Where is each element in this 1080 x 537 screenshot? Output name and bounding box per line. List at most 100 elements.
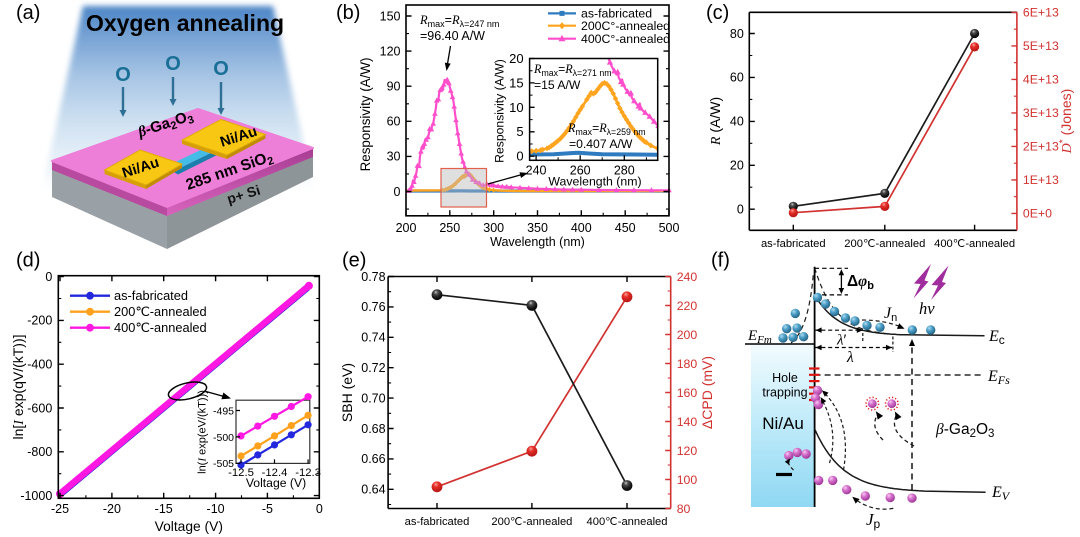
svg-text:0: 0 [45, 270, 52, 284]
svg-text:(e): (e) [342, 250, 366, 272]
svg-text:260: 260 [570, 164, 591, 178]
svg-text:160: 160 [677, 386, 698, 400]
svg-text:Rmax=Rλ=271 nm: Rmax=Rλ=271 nm [533, 62, 612, 78]
svg-text:(a): (a) [16, 2, 40, 24]
svg-text:20: 20 [730, 159, 744, 173]
svg-text:ln[I exp(qV/(kT))]: ln[I exp(qV/(kT))] [10, 334, 27, 439]
svg-text:15: 15 [509, 75, 523, 90]
svg-text:-20: -20 [103, 502, 121, 516]
svg-text:(c): (c) [706, 2, 729, 24]
svg-text:O: O [165, 53, 181, 75]
svg-text:60: 60 [730, 71, 744, 85]
svg-text:=0.407 A/W: =0.407 A/W [569, 137, 633, 151]
svg-text:-1000: -1000 [20, 489, 52, 503]
svg-text:500: 500 [659, 221, 680, 235]
svg-text:10: 10 [509, 100, 523, 115]
svg-text:400℃-annealed: 400℃-annealed [587, 516, 668, 528]
svg-text:0: 0 [394, 185, 401, 199]
svg-text:(b): (b) [336, 2, 360, 24]
svg-text:O: O [213, 58, 229, 80]
svg-text:(d): (d) [16, 250, 40, 272]
svg-text:300: 300 [483, 221, 504, 235]
svg-text:200C°-annealed: 200C°-annealed [581, 19, 670, 33]
svg-text:as-fabricated: as-fabricated [114, 288, 188, 303]
svg-text:120: 120 [380, 44, 401, 58]
svg-text:6E+13: 6E+13 [1023, 6, 1059, 20]
svg-text:400℃-annealed: 400℃-annealed [114, 320, 207, 335]
svg-text:3E+13: 3E+13 [1023, 106, 1059, 120]
svg-text:-5: -5 [262, 502, 273, 516]
svg-text:ΔCPD (mV): ΔCPD (mV) [699, 356, 715, 429]
svg-text:0: 0 [516, 149, 523, 164]
svg-text:0: 0 [316, 502, 323, 516]
svg-text:as-fabricated: as-fabricated [405, 516, 470, 528]
svg-text:Rmax=Rλ=259 nm: Rmax=Rλ=259 nm [567, 121, 646, 137]
svg-text:Jp: Jp [866, 510, 881, 531]
svg-text:200℃-annealed: 200℃-annealed [491, 516, 572, 528]
svg-text:as-fabricated: as-fabricated [581, 7, 652, 21]
svg-text:-600: -600 [27, 401, 52, 415]
svg-text:as-fabricated: as-fabricated [761, 238, 826, 250]
svg-text:-10: -10 [207, 502, 225, 516]
svg-text:0.72: 0.72 [361, 361, 385, 375]
svg-text:-12.4: -12.4 [262, 467, 288, 479]
svg-text:SBH (eV): SBH (eV) [339, 363, 355, 422]
svg-text:Oxygen annealing: Oxygen annealing [86, 10, 284, 36]
svg-text:-25: -25 [51, 502, 69, 516]
svg-text:0.70: 0.70 [361, 391, 385, 405]
svg-text:0.74: 0.74 [361, 331, 385, 345]
svg-text:0.78: 0.78 [361, 270, 385, 284]
svg-text:hν: hν [919, 299, 935, 318]
svg-text:Wavelength (nm): Wavelength (nm) [548, 175, 641, 189]
svg-text:200℃-annealed: 200℃-annealed [114, 304, 207, 319]
svg-text:20: 20 [509, 51, 523, 66]
svg-text:Voltage (V): Voltage (V) [246, 476, 306, 490]
svg-text:5E+13: 5E+13 [1023, 39, 1059, 53]
svg-text:200℃-annealed: 200℃-annealed [844, 238, 925, 250]
svg-text:EV: EV [991, 484, 1011, 503]
svg-text:5: 5 [516, 124, 523, 139]
svg-text:240: 240 [526, 164, 547, 178]
svg-text:-495: -495 [213, 405, 234, 417]
svg-text:Δφb: Δφb [847, 273, 874, 292]
svg-text:150: 150 [380, 9, 401, 23]
svg-text:180: 180 [677, 357, 698, 371]
svg-text:Rmax=Rλ=247 nm: Rmax=Rλ=247 nm [419, 13, 499, 29]
svg-text:350: 350 [527, 221, 548, 235]
svg-text:(f): (f) [711, 250, 730, 272]
svg-text:D* (Jones): D* (Jones) [1058, 89, 1075, 155]
svg-text:80: 80 [677, 502, 691, 516]
svg-text:=96.40 A/W: =96.40 A/W [420, 29, 485, 43]
svg-text:Ni/Au: Ni/Au [762, 414, 804, 433]
svg-text:250: 250 [439, 221, 460, 235]
svg-text:0.66: 0.66 [361, 452, 385, 466]
svg-text:-800: -800 [27, 445, 52, 459]
svg-text:4E+13: 4E+13 [1023, 73, 1059, 87]
svg-text:Hole: Hole [772, 371, 798, 385]
svg-text:400℃-annealed: 400℃-annealed [934, 238, 1015, 250]
svg-text:0E+0: 0E+0 [1023, 207, 1052, 221]
svg-text:280: 280 [614, 164, 635, 178]
svg-text:EFs: EFs [987, 368, 1010, 387]
svg-text:trapping: trapping [762, 386, 807, 400]
svg-text:200: 200 [677, 328, 698, 342]
svg-text:λ′: λ′ [836, 332, 847, 349]
svg-text:EFm: EFm [747, 328, 772, 346]
svg-text:Responsivity (A/W): Responsivity (A/W) [358, 58, 373, 172]
svg-text:Wavelength (nm): Wavelength (nm) [490, 235, 585, 249]
svg-text:-12.3: -12.3 [295, 467, 321, 479]
svg-text:200: 200 [396, 221, 417, 235]
svg-text:1E+13: 1E+13 [1023, 173, 1059, 187]
svg-text:R (A/W): R (A/W) [707, 97, 724, 146]
svg-text:80: 80 [730, 27, 744, 41]
svg-text:140: 140 [677, 415, 698, 429]
svg-text:-400: -400 [27, 358, 52, 372]
svg-text:-200: -200 [27, 314, 52, 328]
svg-text:60: 60 [387, 115, 401, 129]
svg-text:ln(I exp(eV/(kT))): ln(I exp(eV/(kT))) [197, 390, 209, 474]
svg-text:Jn: Jn [884, 305, 897, 324]
svg-text:40: 40 [730, 115, 744, 129]
svg-text:λ: λ [846, 349, 854, 366]
svg-text:-12.5: -12.5 [228, 467, 254, 479]
svg-text:0.64: 0.64 [361, 483, 385, 497]
